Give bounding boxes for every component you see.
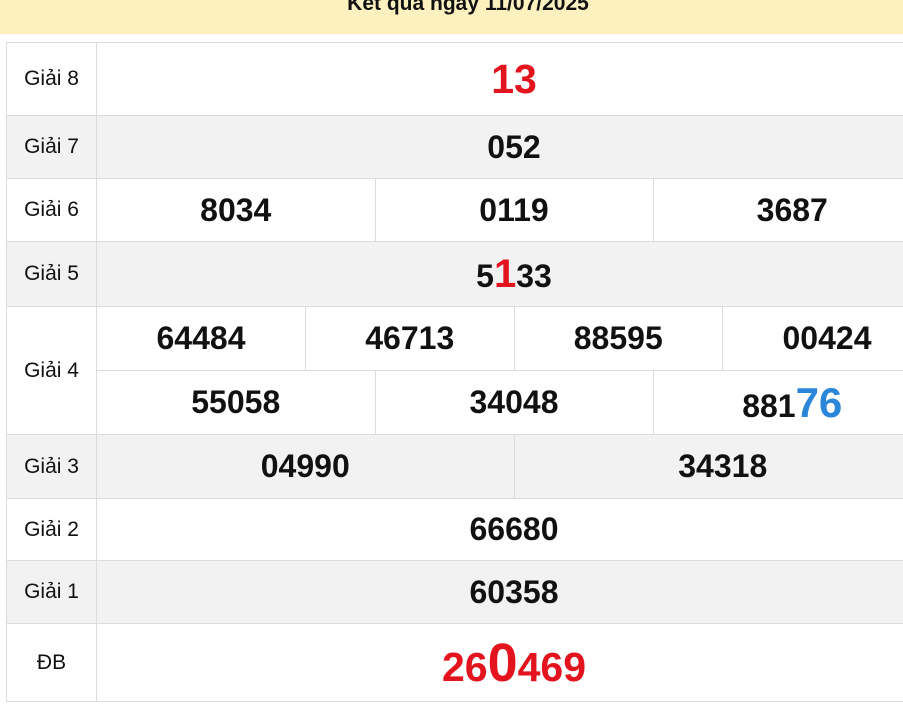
prize-number: 5133 — [96, 241, 903, 307]
row-giai-7: Giải 7 052 — [6, 115, 903, 179]
row-giai-1: Giải 1 60358 — [6, 560, 903, 624]
row-giai-5: Giải 5 5133 — [6, 241, 903, 307]
prize-number: 13 — [96, 42, 903, 116]
prize-number: 46713 — [305, 307, 514, 371]
prize-number: 60358 — [96, 560, 903, 624]
row-dac-biet: ĐB 260469 — [6, 623, 903, 702]
number-highlight: 0 — [487, 632, 518, 693]
number-part: 33 — [516, 257, 552, 294]
number-highlight: 76 — [795, 378, 843, 426]
results-header: Kết quả ngày 11/07/2025 — [0, 0, 903, 34]
number-part: 5 — [476, 257, 494, 294]
prize-label: Giải 4 — [6, 306, 97, 435]
prize-number: 34318 — [513, 435, 903, 498]
prize-number: 260469 — [96, 623, 903, 702]
prize-label: ĐB — [6, 623, 97, 702]
prize-number: 88595 — [513, 307, 723, 371]
prize-number: 55058 — [191, 384, 281, 420]
prize-label: Giải 5 — [6, 241, 97, 307]
row-giai-3: Giải 3 04990 34318 — [6, 434, 903, 499]
prize-number: 00424 — [722, 307, 903, 371]
prize-number: 052 — [96, 115, 903, 179]
prize-number: 34048 — [374, 371, 653, 434]
number-value: 13 — [491, 55, 537, 102]
row-giai-8: Giải 8 13 — [6, 42, 903, 116]
prize-label: Giải 6 — [6, 178, 97, 242]
number-highlight: 1 — [493, 251, 517, 296]
prize-label: Giải 2 — [6, 498, 97, 561]
row-giai-6: Giải 6 8034 0119 3687 — [6, 178, 903, 242]
results-title: Kết quả ngày 11/07/2025 — [347, 0, 589, 15]
number-part: 469 — [517, 643, 587, 690]
prize-number: 8034 — [200, 191, 272, 228]
row-giai-2: Giải 2 66680 — [6, 498, 903, 561]
number-part: 26 — [441, 643, 488, 690]
prize-number: 04990 — [97, 435, 514, 498]
number-part: 881 — [742, 387, 796, 424]
prize-label: Giải 1 — [6, 560, 97, 624]
prize-label: Giải 3 — [6, 434, 97, 499]
prize-label: Giải 7 — [6, 115, 97, 179]
prize-number: 66680 — [96, 498, 903, 561]
prize-number: 3687 — [652, 179, 903, 241]
prize-label: Giải 8 — [6, 42, 97, 116]
row-giai-4: Giải 4 64484 46713 88595 00424 55058 340… — [6, 306, 903, 435]
prize-number: 88176 — [652, 371, 903, 434]
prize-number: 0119 — [374, 179, 653, 241]
prize-number: 64484 — [156, 320, 246, 356]
results-table: Giải 8 13 Giải 7 052 Giải 6 8034 0119 36… — [6, 42, 903, 702]
